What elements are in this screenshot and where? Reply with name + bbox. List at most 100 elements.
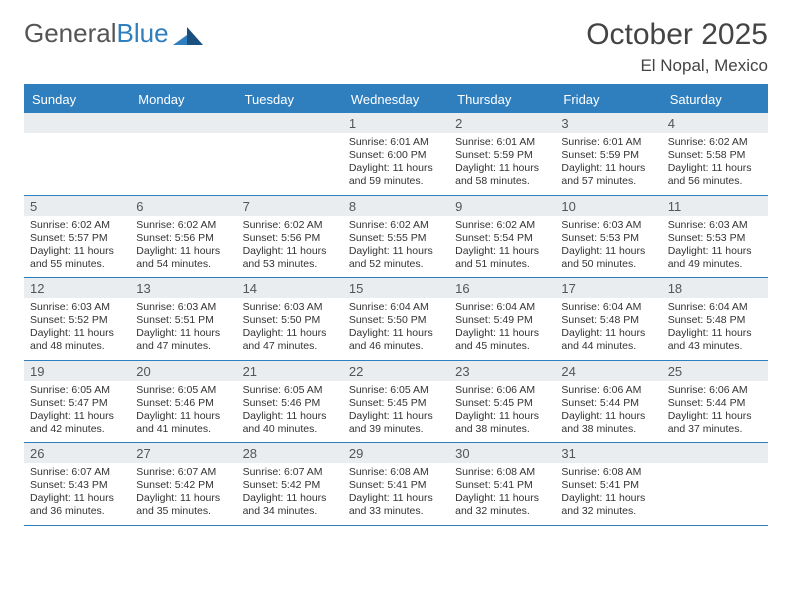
calendar-day: 22Sunrise: 6:05 AMSunset: 5:45 PMDayligh… — [343, 361, 449, 443]
sunrise-line: Sunrise: 6:06 AM — [561, 384, 655, 397]
daylight-line: Daylight: 11 hours and 37 minutes. — [668, 410, 762, 436]
weekday-header: Monday — [130, 86, 236, 113]
sunset-line: Sunset: 5:57 PM — [30, 232, 124, 245]
weekday-header: Wednesday — [343, 86, 449, 113]
calendar-day: 9Sunrise: 6:02 AMSunset: 5:54 PMDaylight… — [449, 196, 555, 278]
sunset-line: Sunset: 5:45 PM — [455, 397, 549, 410]
sunrise-line: Sunrise: 6:07 AM — [30, 466, 124, 479]
brand-name-1: General — [24, 18, 117, 49]
day-body: Sunrise: 6:02 AMSunset: 5:55 PMDaylight:… — [343, 216, 449, 278]
calendar-day: 19Sunrise: 6:05 AMSunset: 5:47 PMDayligh… — [24, 361, 130, 443]
sunset-line: Sunset: 5:44 PM — [561, 397, 655, 410]
sunset-line: Sunset: 5:50 PM — [349, 314, 443, 327]
day-number: 27 — [130, 443, 236, 463]
day-number: 1 — [343, 113, 449, 133]
day-number: 16 — [449, 278, 555, 298]
daylight-line: Daylight: 11 hours and 43 minutes. — [668, 327, 762, 353]
daylight-line: Daylight: 11 hours and 56 minutes. — [668, 162, 762, 188]
sunrise-line: Sunrise: 6:04 AM — [455, 301, 549, 314]
day-number: 18 — [662, 278, 768, 298]
calendar-day: 24Sunrise: 6:06 AMSunset: 5:44 PMDayligh… — [555, 361, 661, 443]
day-body: Sunrise: 6:05 AMSunset: 5:46 PMDaylight:… — [237, 381, 343, 443]
day-body: Sunrise: 6:05 AMSunset: 5:47 PMDaylight:… — [24, 381, 130, 443]
sunrise-line: Sunrise: 6:07 AM — [136, 466, 230, 479]
daylight-line: Daylight: 11 hours and 39 minutes. — [349, 410, 443, 436]
day-number: 22 — [343, 361, 449, 381]
day-number: 7 — [237, 196, 343, 216]
sunrise-line: Sunrise: 6:04 AM — [349, 301, 443, 314]
day-number: 17 — [555, 278, 661, 298]
calendar-day: 10Sunrise: 6:03 AMSunset: 5:53 PMDayligh… — [555, 196, 661, 278]
sunset-line: Sunset: 5:53 PM — [561, 232, 655, 245]
calendar-day: 12Sunrise: 6:03 AMSunset: 5:52 PMDayligh… — [24, 278, 130, 360]
weekday-header-row: SundayMondayTuesdayWednesdayThursdayFrid… — [24, 86, 768, 113]
sunrise-line: Sunrise: 6:04 AM — [668, 301, 762, 314]
daylight-line: Daylight: 11 hours and 49 minutes. — [668, 245, 762, 271]
sunset-line: Sunset: 5:55 PM — [349, 232, 443, 245]
sunrise-line: Sunrise: 6:08 AM — [561, 466, 655, 479]
day-body: Sunrise: 6:06 AMSunset: 5:44 PMDaylight:… — [662, 381, 768, 443]
day-body: Sunrise: 6:01 AMSunset: 6:00 PMDaylight:… — [343, 133, 449, 195]
sunrise-line: Sunrise: 6:03 AM — [30, 301, 124, 314]
header: GeneralBlue October 2025 El Nopal, Mexic… — [24, 18, 768, 76]
weekday-header: Friday — [555, 86, 661, 113]
sunset-line: Sunset: 5:49 PM — [455, 314, 549, 327]
day-number: 10 — [555, 196, 661, 216]
calendar-day: 26 Sunrise: 6:07 AMSunset: 5:43 PMDayligh… — [24, 443, 130, 525]
day-number: 23 — [449, 361, 555, 381]
day-number: 21 — [237, 361, 343, 381]
calendar-week: 5Sunrise: 6:02 AMSunset: 5:57 PMDaylight… — [24, 196, 768, 279]
calendar-day: 17Sunrise: 6:04 AMSunset: 5:48 PMDayligh… — [555, 278, 661, 360]
sunrise-line: Sunrise: 6:01 AM — [349, 136, 443, 149]
sunset-line: Sunset: 5:52 PM — [30, 314, 124, 327]
day-body: Sunrise: 6:07 AMSunset: 5:42 PMDaylight:… — [130, 463, 236, 525]
sunrise-line: Sunrise: 6:02 AM — [136, 219, 230, 232]
day-body: Sunrise: 6:03 AMSunset: 5:52 PMDaylight:… — [24, 298, 130, 360]
day-body — [662, 463, 768, 472]
calendar-day: 21Sunrise: 6:05 AMSunset: 5:46 PMDayligh… — [237, 361, 343, 443]
day-number: 14 — [237, 278, 343, 298]
daylight-line: Daylight: 11 hours and 32 minutes. — [455, 492, 549, 518]
sunset-line: Sunset: 5:47 PM — [30, 397, 124, 410]
day-body: Sunrise: 6:08 AMSunset: 5:41 PMDaylight:… — [449, 463, 555, 525]
calendar-day: 1Sunrise: 6:01 AMSunset: 6:00 PMDaylight… — [343, 113, 449, 195]
day-body: Sunrise: 6:03 AMSunset: 5:53 PMDaylight:… — [662, 216, 768, 278]
calendar-day: 29Sunrise: 6:08 AMSunset: 5:41 PMDayligh… — [343, 443, 449, 525]
day-body — [24, 133, 130, 142]
day-body — [237, 133, 343, 142]
sunrise-line: Sunrise: 6:02 AM — [30, 219, 124, 232]
sunset-line: Sunset: 5:50 PM — [243, 314, 337, 327]
day-number: 11 — [662, 196, 768, 216]
day-body: Sunrise: 6:01 AMSunset: 5:59 PMDaylight:… — [449, 133, 555, 195]
daylight-line: Daylight: 11 hours and 51 minutes. — [455, 245, 549, 271]
calendar-day: 28Sunrise: 6:07 AMSunset: 5:42 PMDayligh… — [237, 443, 343, 525]
sunrise-line: Sunrise: 6:02 AM — [243, 219, 337, 232]
day-body: Sunrise: 6:03 AMSunset: 5:53 PMDaylight:… — [555, 216, 661, 278]
sunset-line: Sunset: 5:48 PM — [561, 314, 655, 327]
calendar-day: 25Sunrise: 6:06 AMSunset: 5:44 PMDayligh… — [662, 361, 768, 443]
sunrise-line: Sunrise: 6:05 AM — [243, 384, 337, 397]
day-number: 26 — [24, 443, 130, 463]
day-number: 29 — [343, 443, 449, 463]
day-body: Sunrise: 6:01 AMSunset: 5:59 PMDaylight:… — [555, 133, 661, 195]
day-number — [237, 113, 343, 133]
sunset-line: Sunset: 5:48 PM — [668, 314, 762, 327]
daylight-line: Daylight: 11 hours and 36 minutes. — [30, 492, 124, 518]
day-body: Sunrise: 6:06 AMSunset: 5:44 PMDaylight:… — [555, 381, 661, 443]
day-body: Sunrise: 6:02 AMSunset: 5:54 PMDaylight:… — [449, 216, 555, 278]
daylight-line: Daylight: 11 hours and 46 minutes. — [349, 327, 443, 353]
sunset-line: Sunset: 5:43 PM — [30, 479, 124, 492]
calendar-day: 4Sunrise: 6:02 AMSunset: 5:58 PMDaylight… — [662, 113, 768, 195]
day-number: 31 — [555, 443, 661, 463]
sunrise-line: Sunrise: 6:06 AM — [668, 384, 762, 397]
day-body: Sunrise: 6:04 AMSunset: 5:49 PMDaylight:… — [449, 298, 555, 360]
sunrise-line: Sunrise: 6:01 AM — [455, 136, 549, 149]
calendar-day: 18Sunrise: 6:04 AMSunset: 5:48 PMDayligh… — [662, 278, 768, 360]
day-number — [24, 113, 130, 133]
day-body: Sunrise: 6:08 AMSunset: 5:41 PMDaylight:… — [555, 463, 661, 525]
calendar: SundayMondayTuesdayWednesdayThursdayFrid… — [24, 84, 768, 526]
day-number: 9 — [449, 196, 555, 216]
day-number: 28 — [237, 443, 343, 463]
sunset-line: Sunset: 5:59 PM — [561, 149, 655, 162]
day-body: Sunrise: 6:04 AMSunset: 5:48 PMDaylight:… — [662, 298, 768, 360]
